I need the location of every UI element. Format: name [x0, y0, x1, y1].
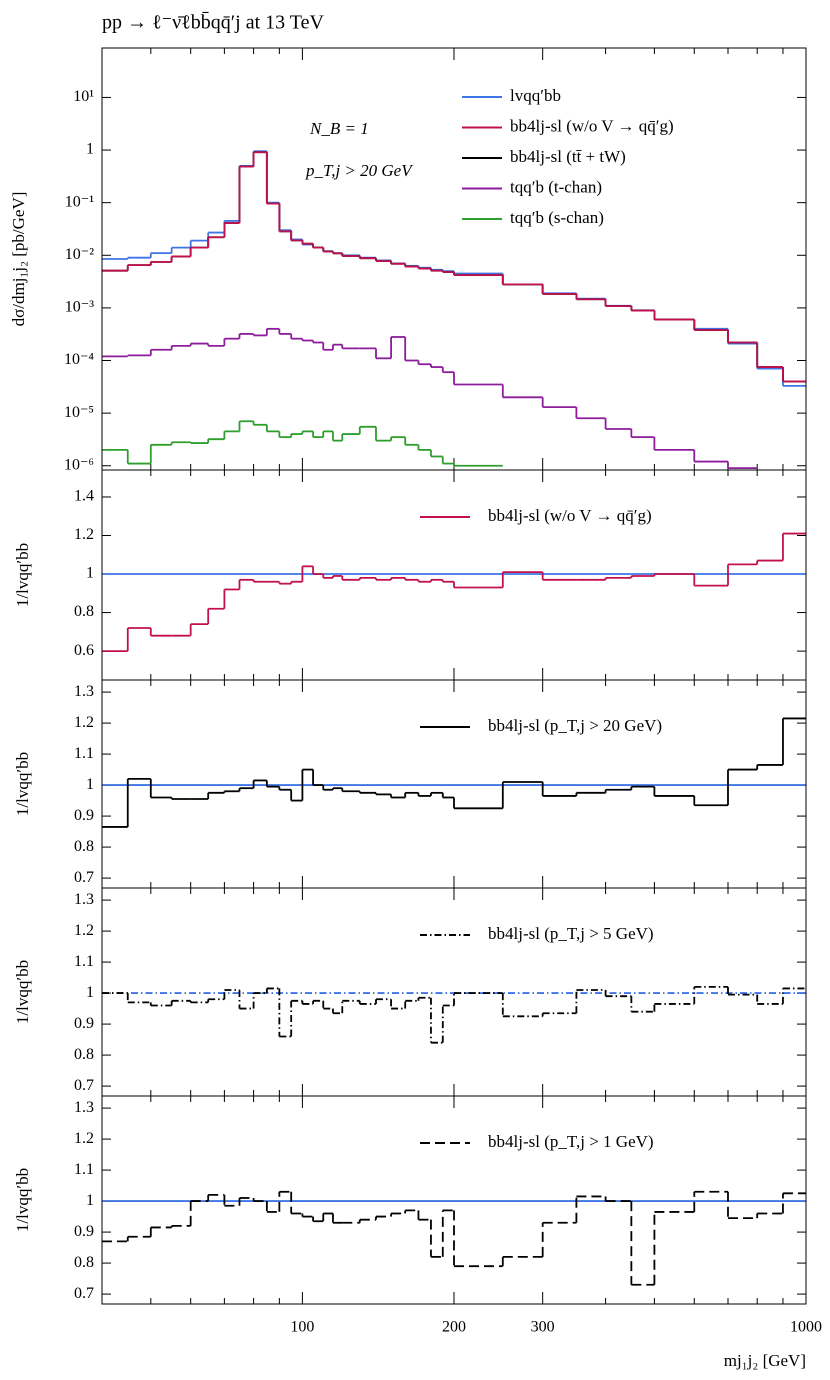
y-tick-label: 1.2 — [74, 1130, 94, 1147]
y-tick-label: 10⁻⁴ — [64, 351, 94, 368]
y-axis-label: 1/lvqq′bb — [13, 960, 32, 1024]
y-tick-label: 0.8 — [74, 1254, 94, 1271]
y-tick-label: 0.7 — [74, 1285, 94, 1302]
x-axis-label: mj₁j₂ [GeV] — [724, 1351, 806, 1370]
annotation: p_T,j > 20 GeV — [305, 161, 414, 180]
y-tick-label: 1.2 — [74, 714, 94, 731]
legend-label: bb4lj-sl (w/o V → qq̄′g) — [510, 116, 674, 135]
legend-label: lvqq′bb — [510, 86, 561, 105]
y-tick-label: 1.1 — [74, 745, 94, 762]
legend-label: tqq′b (s-chan) — [510, 208, 604, 227]
legend-label: bb4lj-sl (p_T,j > 5 GeV) — [488, 924, 654, 943]
y-tick-label: 0.6 — [74, 642, 94, 659]
y-tick-label: 10⁻³ — [65, 299, 94, 316]
y-tick-label: 10⁻¹ — [65, 193, 94, 210]
y-tick-label: 1.2 — [74, 526, 94, 543]
y-tick-label: 1 — [86, 1192, 94, 1209]
y-tick-label: 1 — [86, 984, 94, 1001]
legend-label: tqq′b (t-chan) — [510, 177, 602, 196]
annotation: N_B = 1 — [309, 119, 369, 138]
y-axis-label: 1/lvqq′bb — [13, 1168, 32, 1232]
panel-frame — [101, 1095, 807, 1305]
chart-title: pp → ℓ⁻ν̄ℓbb̄qq̄′j at 13 TeV — [102, 11, 324, 33]
y-tick-label: 1 — [86, 776, 94, 793]
x-tick-label: 300 — [531, 1319, 555, 1336]
y-tick-label: 0.8 — [74, 1046, 94, 1063]
plot-area — [102, 150, 806, 470]
plot-area — [102, 1190, 806, 1286]
y-tick-label: 1 — [86, 565, 94, 582]
y-axis-label: 1/lvqq′bb — [13, 543, 32, 607]
legend-label: bb4lj-sl (tt̄ + tW) — [510, 147, 626, 166]
y-tick-label: 0.9 — [74, 1015, 94, 1032]
y-tick-label: 0.7 — [74, 1077, 94, 1094]
y-tick-label: 1.3 — [74, 891, 94, 908]
y-tick-label: 1.3 — [74, 683, 94, 700]
y-tick-label: 0.9 — [74, 1223, 94, 1240]
y-tick-label: 10⁻² — [65, 246, 94, 263]
legend-label: bb4lj-sl (p_T,j > 1 GeV) — [488, 1132, 654, 1151]
y-tick-label: 1 — [86, 141, 94, 158]
y-tick-label: 1.4 — [74, 488, 94, 505]
x-tick-label: 100 — [290, 1319, 314, 1336]
y-tick-label: 1.1 — [74, 953, 94, 970]
plot-area — [102, 985, 806, 1044]
y-tick-label: 0.9 — [74, 807, 94, 824]
y-tick-label: 0.8 — [74, 603, 94, 620]
y-tick-label: 1.3 — [74, 1099, 94, 1116]
y-axis-label: dσ/dmj₁j₂ [pb/GeV] — [9, 192, 28, 327]
y-tick-label: 1.1 — [74, 1161, 94, 1178]
plot-area — [102, 532, 806, 653]
y-tick-label: 0.7 — [74, 869, 94, 886]
plot-area — [102, 717, 806, 828]
legend-label: bb4lj-sl (p_T,j > 20 GeV) — [488, 716, 662, 735]
y-axis-label: 1/lvqq′bb — [13, 752, 32, 816]
y-tick-label: 0.8 — [74, 838, 94, 855]
y-tick-label: 10⁻⁵ — [64, 404, 94, 421]
x-tick-label: 1000 — [790, 1319, 822, 1336]
y-tick-label: 1.2 — [74, 922, 94, 939]
legend-label: bb4lj-sl (w/o V → qq̄′g) — [488, 506, 652, 525]
x-tick-label: 200 — [442, 1319, 466, 1336]
y-tick-label: 10⁻⁶ — [64, 456, 94, 473]
y-tick-label: 10¹ — [73, 88, 94, 105]
